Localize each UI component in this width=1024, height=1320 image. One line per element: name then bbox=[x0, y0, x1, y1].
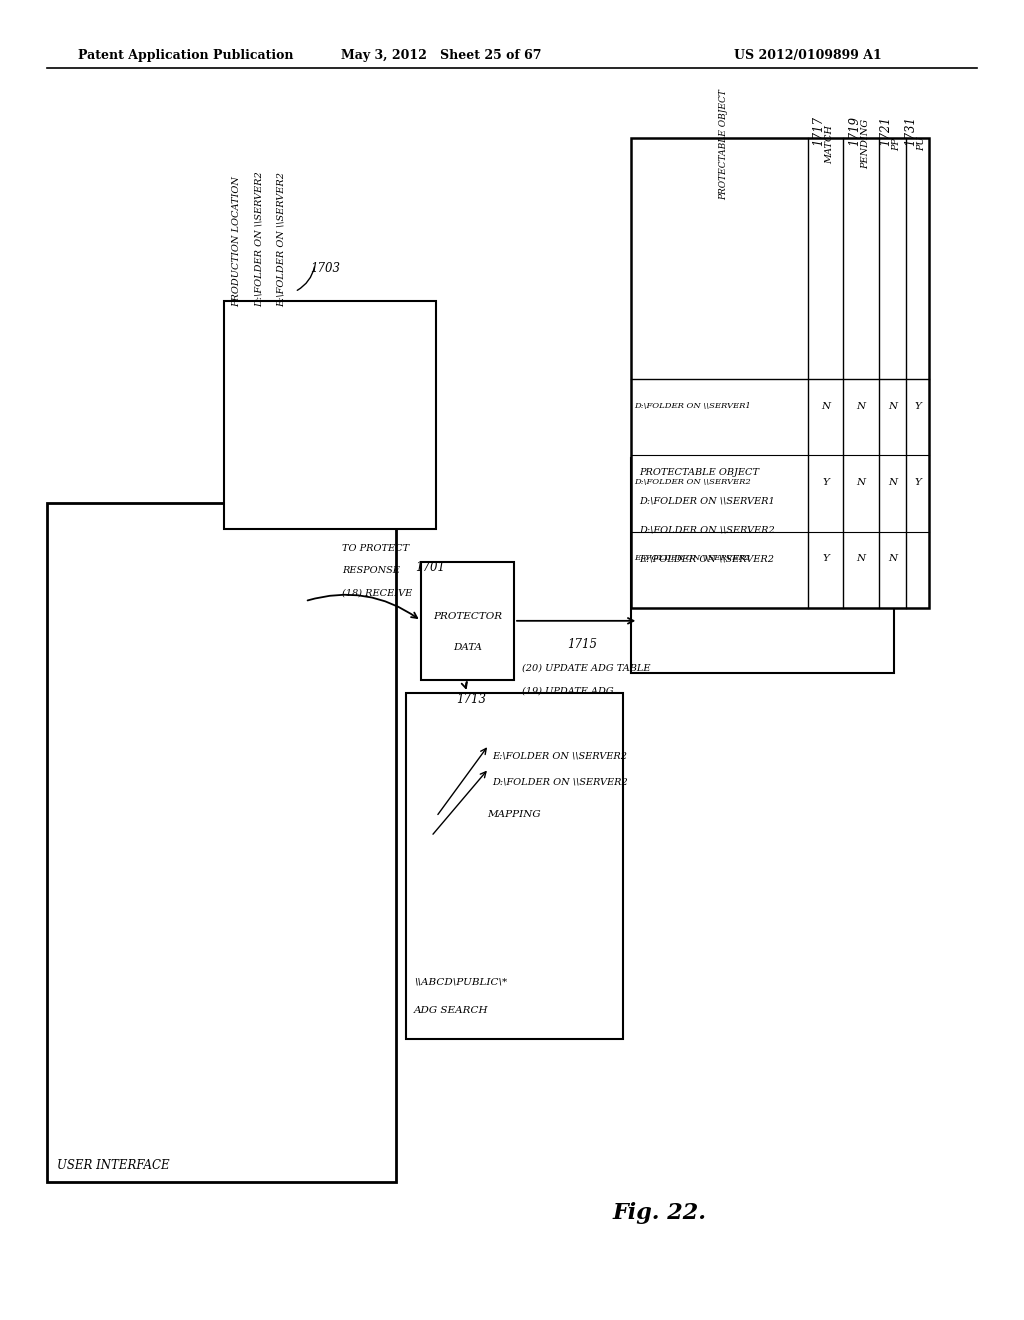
Text: N: N bbox=[821, 401, 830, 411]
Text: N: N bbox=[888, 478, 897, 487]
Text: D:\FOLDER ON \\SERVER2: D:\FOLDER ON \\SERVER2 bbox=[634, 478, 751, 486]
Text: Y: Y bbox=[822, 554, 829, 564]
Text: (18) RECEIVE: (18) RECEIVE bbox=[342, 589, 413, 597]
Text: E:\FOLDER ON \\SERVER2: E:\FOLDER ON \\SERVER2 bbox=[492, 751, 627, 760]
Text: D:\FOLDER ON \\SERVER1: D:\FOLDER ON \\SERVER1 bbox=[639, 496, 775, 506]
Text: N: N bbox=[856, 401, 865, 411]
Text: MAPPING: MAPPING bbox=[486, 810, 541, 820]
Text: PROTECTOR: PROTECTOR bbox=[433, 611, 502, 620]
Text: US 2012/0109899 A1: US 2012/0109899 A1 bbox=[734, 49, 882, 62]
Text: D:\FOLDER ON \\SERVER2: D:\FOLDER ON \\SERVER2 bbox=[639, 525, 775, 535]
Text: PU: PU bbox=[918, 137, 927, 152]
Text: May 3, 2012   Sheet 25 of 67: May 3, 2012 Sheet 25 of 67 bbox=[341, 49, 542, 62]
Text: D:\FOLDER ON \\SERVER2: D:\FOLDER ON \\SERVER2 bbox=[492, 777, 628, 787]
FancyBboxPatch shape bbox=[47, 503, 396, 1183]
Text: N: N bbox=[856, 554, 865, 564]
Text: Fig. 22.: Fig. 22. bbox=[613, 1203, 707, 1224]
FancyBboxPatch shape bbox=[421, 562, 514, 680]
Text: Y: Y bbox=[914, 478, 921, 487]
Text: RESPONSE: RESPONSE bbox=[342, 566, 400, 576]
Text: 1701: 1701 bbox=[415, 561, 445, 574]
Text: 1719: 1719 bbox=[848, 116, 861, 147]
Text: E:\FOLDER ON \\SERVER2: E:\FOLDER ON \\SERVER2 bbox=[639, 554, 774, 564]
Text: (20) UPDATE ADG TABLE: (20) UPDATE ADG TABLE bbox=[522, 664, 650, 673]
Text: PRODUCTION LOCATION: PRODUCTION LOCATION bbox=[232, 177, 242, 308]
FancyBboxPatch shape bbox=[224, 301, 436, 529]
Text: 1715: 1715 bbox=[567, 638, 598, 651]
Text: ADG SEARCH: ADG SEARCH bbox=[414, 1006, 488, 1015]
Text: PP: PP bbox=[892, 137, 901, 150]
Text: 1731: 1731 bbox=[904, 116, 918, 147]
Text: PROTECTABLE OBJECT: PROTECTABLE OBJECT bbox=[639, 469, 759, 477]
Text: 1703: 1703 bbox=[310, 261, 340, 275]
Text: 1713: 1713 bbox=[457, 693, 486, 706]
FancyBboxPatch shape bbox=[631, 137, 929, 607]
Text: Y: Y bbox=[822, 478, 829, 487]
Text: D:\FOLDER ON \\SERVER2: D:\FOLDER ON \\SERVER2 bbox=[254, 172, 263, 308]
Text: (19) UPDATE ADG: (19) UPDATE ADG bbox=[522, 686, 613, 696]
Text: TO PROTECT: TO PROTECT bbox=[342, 544, 410, 553]
Text: D:\FOLDER ON \\SERVER1: D:\FOLDER ON \\SERVER1 bbox=[634, 401, 751, 409]
Text: N: N bbox=[888, 554, 897, 564]
Text: MATCH: MATCH bbox=[825, 124, 835, 164]
FancyBboxPatch shape bbox=[631, 458, 894, 673]
Text: 1721: 1721 bbox=[880, 116, 892, 147]
Text: PROTECTABLE OBJECT: PROTECTABLE OBJECT bbox=[720, 88, 729, 199]
Text: PENDING: PENDING bbox=[861, 119, 870, 169]
Text: Patent Application Publication: Patent Application Publication bbox=[78, 49, 293, 62]
Text: N: N bbox=[888, 401, 897, 411]
Text: Y: Y bbox=[914, 401, 921, 411]
Text: 1717: 1717 bbox=[813, 116, 825, 147]
Text: USER INTERFACE: USER INTERFACE bbox=[57, 1159, 170, 1172]
Text: \\ABCD\PUBLIC\*: \\ABCD\PUBLIC\* bbox=[414, 977, 507, 986]
Text: N: N bbox=[856, 478, 865, 487]
Text: E:\FOLDER ON \\SERVER2: E:\FOLDER ON \\SERVER2 bbox=[276, 173, 286, 308]
Text: E:\FOLDER ON \\SERVER2: E:\FOLDER ON \\SERVER2 bbox=[634, 554, 751, 562]
FancyBboxPatch shape bbox=[406, 693, 624, 1039]
Text: DATA: DATA bbox=[453, 643, 482, 652]
